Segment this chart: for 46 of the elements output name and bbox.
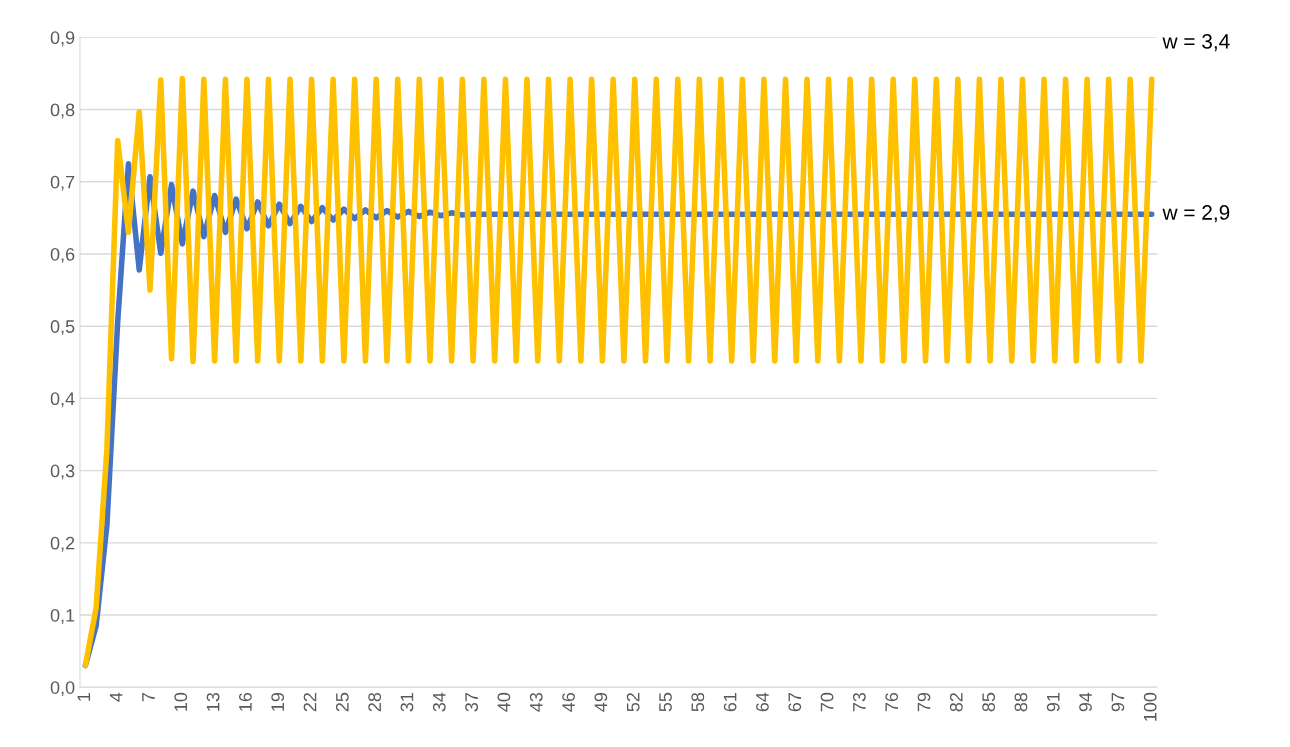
y-tick-label: 0,5 (50, 320, 75, 336)
x-tick-label: 55 (659, 692, 672, 712)
x-tick-label: 25 (335, 692, 349, 712)
x-tick-label: 91 (1046, 692, 1060, 712)
x-tick-label: 97 (1111, 693, 1125, 712)
y-tick-label: 0,0 (50, 681, 75, 697)
x-tick-label: 19 (271, 692, 285, 711)
x-tick-label: 76 (885, 692, 899, 712)
x-tick-label: 46 (562, 692, 575, 712)
x-tick-label: 4 (109, 692, 123, 702)
y-tick-label: 0,2 (50, 536, 75, 552)
x-tick-label: 7 (142, 693, 155, 702)
y-tick-label: 0,7 (50, 175, 75, 191)
y-tick-label: 0,3 (50, 464, 75, 480)
x-tick-label: 10 (174, 692, 188, 711)
x-tick-label: 100 (1143, 692, 1157, 721)
x-tick-label: 37 (465, 693, 478, 712)
x-tick-label: 28 (368, 692, 382, 712)
x-tick-label: 40 (497, 692, 511, 712)
x-tick-label: 58 (691, 692, 705, 712)
x-tick-label: 61 (723, 692, 737, 712)
x-tick-label: 67 (788, 693, 802, 712)
x-tick-label: 1 (77, 692, 91, 701)
x-tick-label: 88 (1014, 692, 1028, 712)
y-tick-label: 0,1 (50, 608, 75, 624)
x-tick-label: 70 (820, 692, 834, 712)
x-tick-label: 13 (206, 692, 220, 711)
y-tick-label: 0,9 (50, 31, 75, 47)
y-tick-label: 0,4 (50, 392, 75, 408)
x-tick-label: 43 (529, 692, 543, 712)
x-tick-label: 49 (594, 692, 608, 712)
y-tick-label: 0,8 (50, 103, 75, 119)
x-tick-label: 31 (400, 692, 414, 712)
x-tick-label: 73 (852, 692, 866, 712)
x-tick-label: 82 (949, 693, 963, 712)
x-tick-label: 79 (917, 692, 931, 712)
x-tick-label: 52 (626, 693, 640, 712)
x-tick-label: 94 (1079, 692, 1092, 712)
series-label: w = 3,4 (1162, 33, 1230, 52)
series-label: w = 2,9 (1162, 205, 1230, 223)
y-tick-label: 0,6 (50, 247, 75, 263)
x-tick-label: 64 (756, 692, 769, 712)
x-tick-label: 22 (303, 693, 317, 712)
x-tick-label: 85 (982, 692, 996, 712)
x-tick-label: 16 (239, 692, 252, 711)
x-tick-label: 34 (432, 692, 446, 712)
